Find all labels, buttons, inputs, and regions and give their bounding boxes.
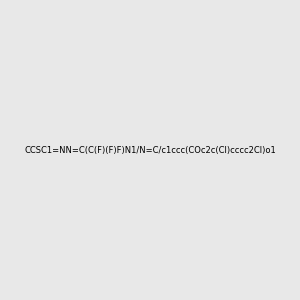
Text: CCSC1=NN=C(C(F)(F)F)N1/N=C/c1ccc(COc2c(Cl)cccc2Cl)o1: CCSC1=NN=C(C(F)(F)F)N1/N=C/c1ccc(COc2c(C… [24,146,276,154]
